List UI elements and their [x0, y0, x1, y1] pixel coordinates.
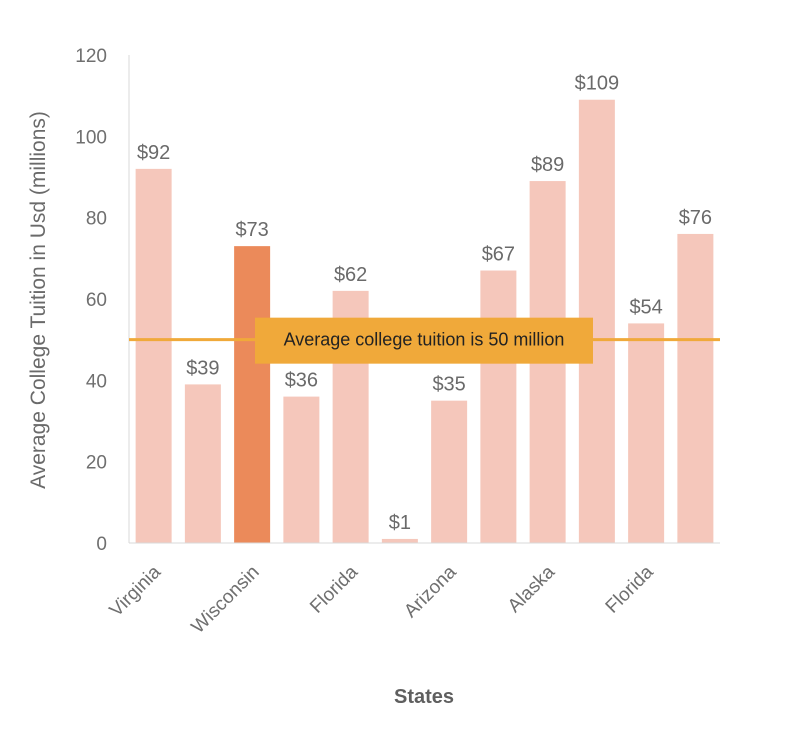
x-tick-label: Florida — [602, 561, 658, 617]
bar — [234, 246, 271, 543]
data-label: $62 — [334, 264, 367, 286]
bar — [677, 233, 714, 543]
bar — [628, 323, 665, 543]
y-tick-label: 120 — [75, 46, 107, 67]
data-label: $76 — [679, 207, 712, 229]
data-label: $35 — [432, 374, 465, 396]
y-tick-label: 40 — [86, 371, 107, 392]
bar — [135, 168, 172, 543]
y-tick-label: 100 — [75, 127, 107, 148]
data-label: $39 — [186, 357, 219, 379]
data-label: $92 — [137, 142, 170, 164]
y-axis-title: Average College Tuition in Usd (millions… — [27, 111, 50, 489]
x-axis-labels: Virginia Wisconsin Florida Arizona Alaska Flo… — [106, 561, 658, 637]
x-tick-label: Florida — [306, 561, 362, 617]
data-label: $109 — [575, 73, 620, 95]
reference-annotation-box — [255, 317, 593, 364]
bar — [184, 384, 221, 543]
y-tick-label: 80 — [86, 209, 107, 230]
data-label: $1 — [389, 512, 411, 534]
data-label: $67 — [482, 244, 515, 266]
bar — [431, 400, 468, 543]
reference-annotation-label: Average college tuition is 50 million — [284, 330, 565, 350]
x-tick-label: Alaska — [504, 561, 559, 616]
x-tick-label: Virginia — [106, 561, 166, 621]
bar — [381, 538, 418, 543]
x-axis-title: States — [394, 686, 454, 708]
data-label: $73 — [235, 219, 268, 241]
bar — [480, 270, 517, 543]
y-tick-label: 20 — [86, 453, 107, 474]
y-axis-ticks: 0 20 40 60 80 100 120 — [75, 46, 107, 555]
x-tick-label: Wisconsin — [188, 562, 264, 638]
x-tick-label: Arizona — [400, 561, 461, 622]
data-labels: $92 $39 $73 $36 $62 $1 $35 $67 $89 $109 $54 $76 — [137, 73, 712, 534]
y-tick-label: 60 — [86, 290, 107, 311]
data-label: $89 — [531, 154, 564, 176]
data-label: $36 — [285, 370, 318, 392]
bar — [283, 396, 320, 543]
data-label: $54 — [629, 296, 662, 318]
y-tick-label: 0 — [96, 534, 107, 555]
